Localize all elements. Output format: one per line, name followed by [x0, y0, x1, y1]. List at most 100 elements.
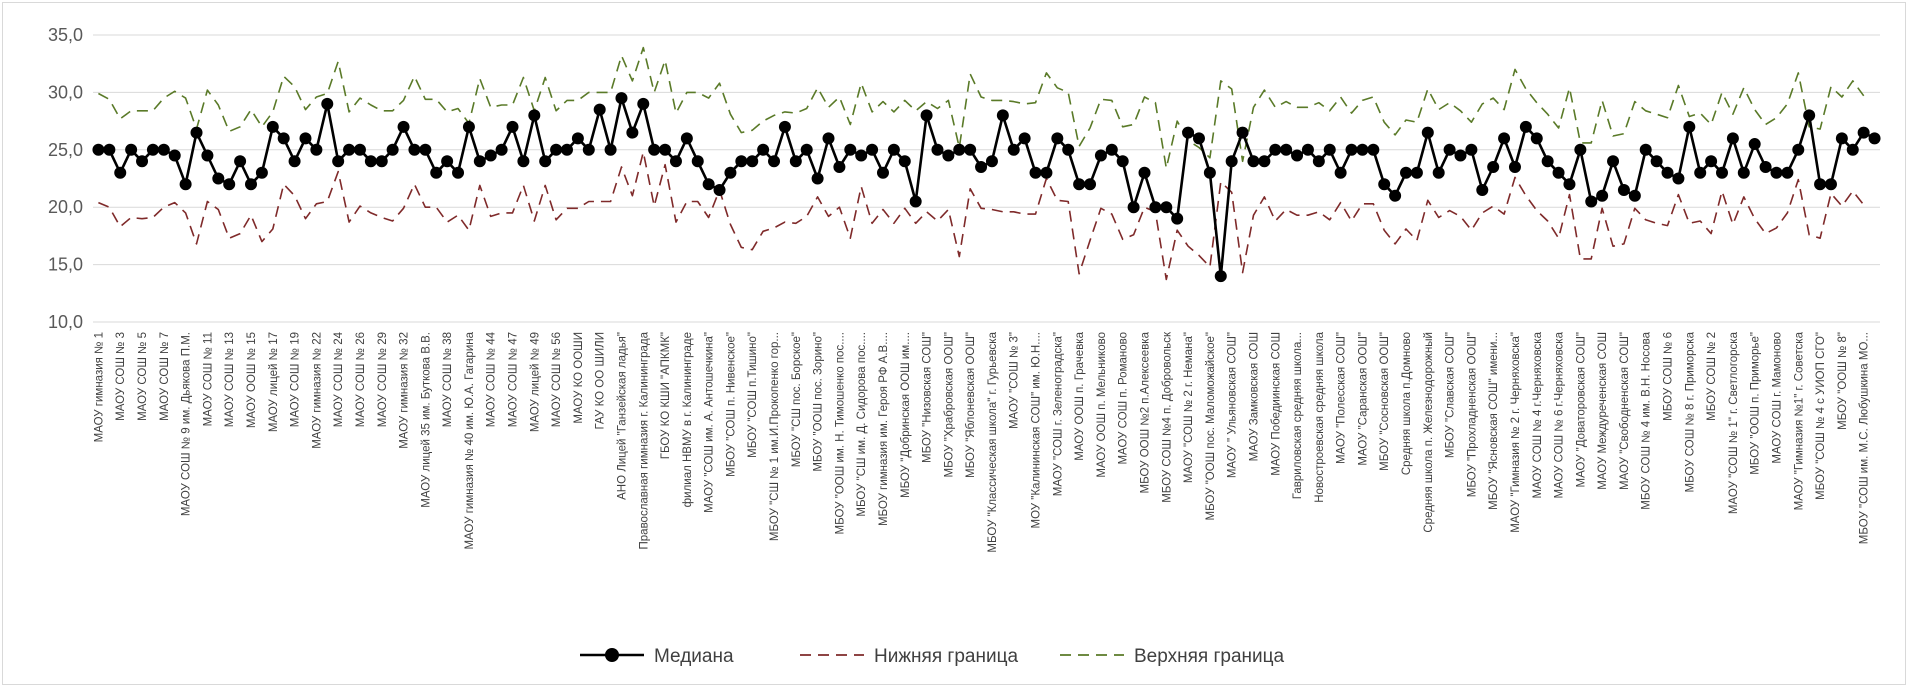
x-tick-label: МАОУ СОШ № 47 — [508, 332, 520, 427]
x-tick-label: МАОУ "СОШ № 3" — [1009, 332, 1021, 429]
x-tick-label: МБОУ "СОШ им. М.С. Любушкина МО... — [1859, 332, 1871, 544]
median-point — [1552, 166, 1565, 179]
median-point — [1236, 126, 1249, 139]
median-point — [1585, 195, 1598, 208]
x-tick-label: МБОУ "СОШ п. Нивенское" — [725, 332, 737, 477]
median-point — [1291, 149, 1304, 162]
median-point — [1312, 155, 1325, 168]
x-tick-label: МАОУ лицей № 49 — [529, 332, 541, 432]
median-point — [125, 143, 138, 156]
median-point — [517, 155, 530, 168]
x-tick-label: Гавриловская средняя школа... — [1292, 332, 1304, 499]
x-tick-label: МБОУ "Добринская ООШ им.... — [900, 332, 912, 498]
median-point — [1846, 143, 1859, 156]
median-point — [800, 143, 813, 156]
median-point — [898, 155, 911, 168]
median-point — [942, 149, 955, 162]
x-tick-label: МАОУ "Полесская СОШ" — [1336, 332, 1348, 464]
median-point — [1770, 166, 1783, 179]
median-point — [691, 155, 704, 168]
y-tick-label: 35,0 — [48, 25, 83, 45]
median-point — [659, 143, 672, 156]
median-point — [1258, 155, 1271, 168]
median-point — [909, 195, 922, 208]
median-point — [277, 132, 290, 145]
series-line-2 — [98, 46, 1865, 169]
median-point — [157, 143, 170, 156]
median-point — [985, 155, 998, 168]
x-tick-label: МБОУ СОШ №4 п. Добровольск — [1161, 331, 1173, 503]
median-point — [1726, 132, 1739, 145]
y-tick-label: 25,0 — [48, 140, 83, 160]
y-tick-label: 10,0 — [48, 312, 83, 332]
x-tick-label: МБОУ СОШ № 2 — [1706, 332, 1718, 421]
x-tick-label: МАОУ СОШ № 29 — [377, 332, 389, 427]
median-point — [462, 120, 475, 133]
median-point — [528, 109, 541, 122]
x-tick-label: МАОУ "Гимназия № 2 г. Черняховска" — [1510, 332, 1522, 533]
x-tick-label: МАОУ "СОШ № 2 г. Немана" — [1183, 332, 1195, 483]
median-point — [582, 143, 595, 156]
median-point — [353, 143, 366, 156]
median-point — [1781, 166, 1794, 179]
median-point — [1334, 166, 1347, 179]
x-tick-label: ГБОУ КО КШИ "АПКМК" — [660, 332, 672, 459]
median-point — [593, 103, 606, 116]
median-point — [604, 143, 617, 156]
median-point — [757, 143, 770, 156]
median-point — [1737, 166, 1750, 179]
median-point — [713, 183, 726, 196]
median-point — [822, 132, 835, 145]
x-tick-label: МБОУ "СШ № 1 им.И.Прокопенко гор... — [769, 332, 781, 541]
median-point — [201, 149, 214, 162]
median-point — [114, 166, 127, 179]
x-tick-label: МАОУ СОШ № 26 — [355, 332, 367, 427]
x-tick-label: МАОУ СОШ № 44 — [486, 331, 498, 427]
median-point — [637, 97, 650, 110]
median-point — [702, 178, 715, 191]
x-tick-label: филиал НВМУ в г. Калининграде — [682, 332, 694, 507]
x-tick-label: МБОУ "Храбровская ООШ" — [943, 332, 955, 477]
median-point — [1007, 143, 1020, 156]
median-point — [844, 143, 857, 156]
median-point — [1029, 166, 1042, 179]
median-point — [1127, 201, 1140, 214]
x-tick-label: МАОУ СОШ г. Мамоново — [1771, 332, 1783, 464]
x-tick-label: МАОУ "СОШ г. Зеленоградска" — [1052, 332, 1064, 496]
median-point — [136, 155, 149, 168]
x-tick-label: МБОУ СОШ № 6 — [1663, 332, 1675, 421]
x-tick-label: МАОУ "Саранская ООШ" — [1357, 332, 1369, 466]
x-tick-label: МАОУ ООШ п. Мельниково — [1096, 332, 1108, 478]
median-point — [1454, 149, 1467, 162]
median-point — [1269, 143, 1282, 156]
x-tick-label: МБОУ СОШ № 4 им. В.Н. Носова — [1641, 331, 1653, 509]
median-point — [1203, 166, 1216, 179]
median-point — [1835, 132, 1848, 145]
median-point — [1705, 155, 1718, 168]
median-point — [146, 143, 159, 156]
median-point — [1639, 143, 1652, 156]
median-point — [931, 143, 944, 156]
median-point — [1541, 155, 1554, 168]
median-point — [1519, 120, 1532, 133]
median-point — [560, 143, 573, 156]
median-point — [1563, 178, 1576, 191]
x-tick-label: МАОУ "Свободненская СОШ" — [1619, 332, 1631, 490]
median-point — [789, 155, 802, 168]
x-tick-label: МАОУ гимназия № 40 им. Ю.А. Гагарина — [464, 331, 476, 549]
median-point — [996, 109, 1009, 122]
legend-marker — [605, 648, 619, 662]
x-tick-label: МАОУ гимназия № 22 — [311, 332, 323, 449]
median-point — [223, 178, 236, 191]
x-tick-label: Новостроевская средняя школа — [1314, 331, 1326, 502]
median-point — [1280, 143, 1293, 156]
x-tick-label: МАОУ ООШ № 15 — [246, 332, 258, 428]
median-point — [920, 109, 933, 122]
legend-label-1: Нижняя граница — [874, 646, 1018, 667]
median-point — [419, 143, 432, 156]
median-point — [103, 143, 116, 156]
x-tick-label: АНО Лицей "Ганзейская ладья" — [616, 332, 628, 500]
median-point — [953, 143, 966, 156]
x-tick-label: МБОУ "Славская СОШ" — [1445, 332, 1457, 458]
x-tick-label: МАОУ Победиинская СОШ — [1270, 332, 1282, 476]
